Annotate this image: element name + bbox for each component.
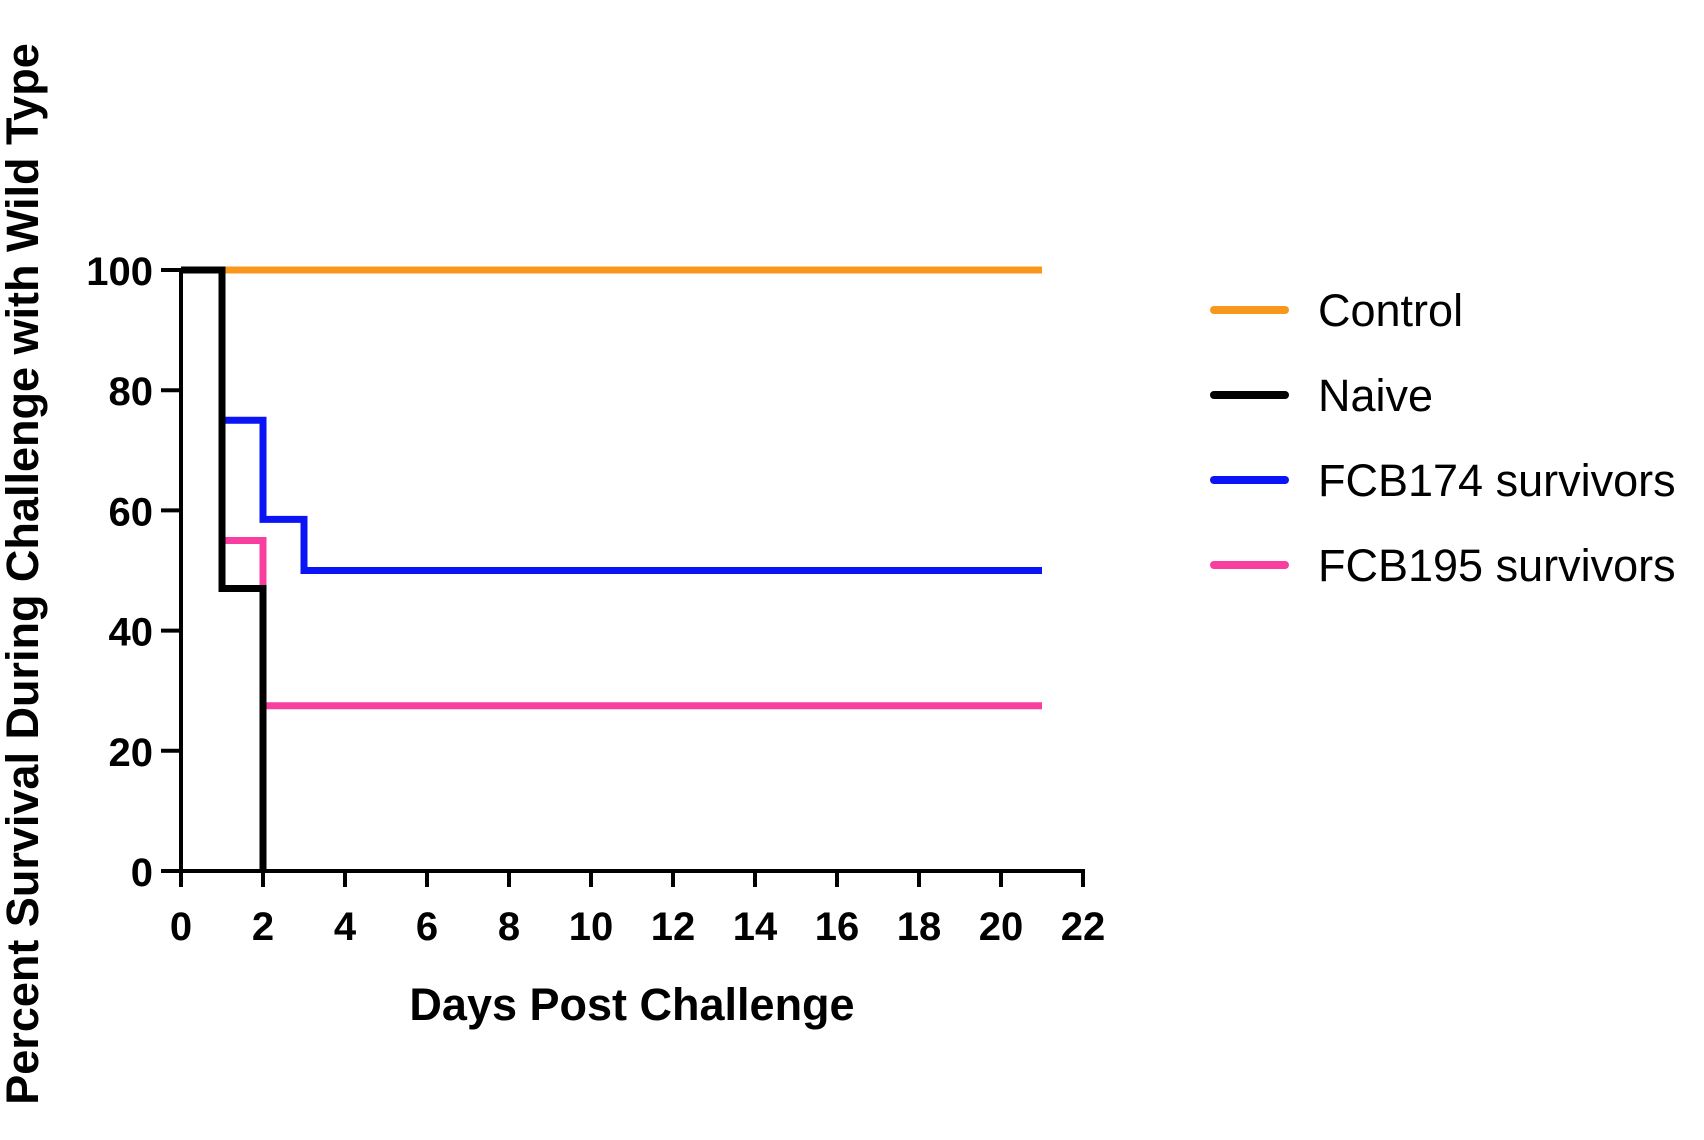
y-tick-label: 60 [109,490,154,534]
y-axis-title: Percent Survival During Challenge with W… [0,43,48,1104]
x-tick-label: 20 [979,905,1024,949]
x-tick-label: 0 [170,905,192,949]
series-line-fcb174-survivors [222,416,1042,574]
x-tick-label: 22 [1061,905,1106,949]
y-tick-label: 40 [109,611,154,655]
axes-layer [179,268,1085,873]
legend: Control Naive FCB174 survivors FCB195 survi… [1210,285,1676,591]
y-axis-ticks: 0 20 40 60 80 100 [86,250,181,895]
x-axis-ticks: 0 2 4 6 8 10 12 14 16 18 20 22 [170,871,1105,949]
x-tick-label: 18 [897,905,942,949]
x-tick-label: 10 [569,905,614,949]
x-tick-label: 16 [815,905,860,949]
x-tick-label: 8 [498,905,520,949]
y-tick-label: 0 [131,851,153,895]
x-axis-title: Days Post Challenge [409,979,854,1030]
y-tick-label: 20 [109,731,154,775]
y-tick-label: 80 [109,370,154,414]
legend-label-fcb195-survivors: FCB195 survivors [1318,540,1676,591]
series-layer [181,266,1042,871]
x-tick-label: 4 [334,905,357,949]
series-line-fcb195-survivors [222,537,1042,710]
series-line-naive [181,266,267,871]
x-tick-label: 12 [651,905,696,949]
x-tick-label: 6 [416,905,438,949]
legend-label-naive: Naive [1318,370,1433,421]
y-tick-label: 100 [86,250,153,294]
x-tick-label: 2 [252,905,274,949]
legend-label-control: Control [1318,285,1463,336]
x-tick-label: 14 [733,905,778,949]
legend-label-fcb174-survivors: FCB174 survivors [1318,455,1676,506]
